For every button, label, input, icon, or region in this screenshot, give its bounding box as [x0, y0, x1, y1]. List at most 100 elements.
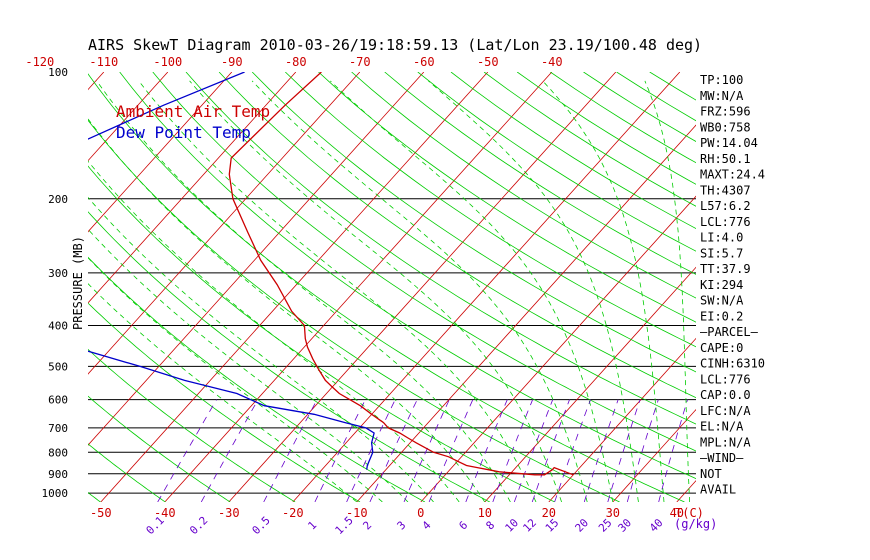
legend: Ambient Air Temp Dew Point Temp: [116, 102, 270, 142]
isotherm-line: [100, 72, 489, 502]
mixing-ratio-line: [369, 399, 418, 502]
dry-adiabat-line: [88, 302, 361, 502]
dry-adiabat-line: [450, 72, 696, 229]
stability-index: CINH:6310: [700, 357, 765, 371]
dry-adiabat-line: [88, 165, 555, 502]
pressure-tick: 200: [48, 193, 68, 206]
stability-index: PW:14.04: [700, 136, 758, 150]
isotherm-line: [88, 72, 169, 162]
moist-adiabat-line: [88, 228, 409, 502]
stability-index: EI:0.2: [700, 309, 743, 323]
stability-index: MW:N/A: [700, 89, 744, 103]
mixing-ratio-tick: 12: [520, 516, 539, 535]
dry-adiabat-line: [119, 72, 696, 480]
top-temperature-tick: -120: [25, 55, 54, 69]
top-temperature-tick: -110: [89, 55, 118, 69]
dry-adiabat-line: [318, 72, 696, 323]
isotherm-line: [0, 72, 40, 502]
top-temperature-tick: -80: [285, 55, 307, 69]
dry-adiabat-line: [649, 72, 696, 101]
mixing-ratio-line: [200, 399, 259, 502]
y-axis-label: PRESSURE (MB): [71, 236, 85, 330]
legend-ambient-air-temp: Ambient Air Temp: [116, 102, 270, 121]
mixing-ratio-tick: 1: [305, 519, 319, 533]
stability-index: WB0:758: [700, 120, 751, 134]
isotherm-line: [420, 195, 696, 502]
isotherm-line: [484, 266, 696, 502]
mixing-ratio-tick: 0.2: [187, 514, 210, 537]
mixing-ratio-line: [658, 399, 688, 502]
stability-index: LCL:776: [700, 215, 751, 229]
bottom-temperature-tick: -20: [282, 506, 304, 520]
dry-adiabat-line: [218, 72, 696, 399]
top-temperature-tick: -60: [413, 55, 435, 69]
mixing-ratio-line: [465, 399, 508, 502]
stability-index: MPL:N/A: [700, 435, 751, 449]
dry-adiabat-line: [152, 72, 696, 452]
mixing-ratio-line: [626, 399, 659, 502]
stability-index: LCL:776: [700, 372, 751, 386]
pressure-axis: 100 200 300 400 500 600 700 800 900 1000: [42, 66, 69, 500]
stability-index: L57:6.2: [700, 199, 751, 213]
mixing-ratio-tick: 8: [483, 519, 497, 533]
stability-index: KI:294: [700, 278, 743, 292]
stability-index: SW:N/A: [700, 294, 744, 308]
dry-adiabat-line: [88, 395, 231, 502]
bottom-temperature-tick: -10: [346, 506, 368, 520]
isotherm-lines: [0, 72, 696, 502]
temperature-unit-label: T(C): [675, 506, 704, 520]
mixing-ratio-line: [554, 399, 591, 502]
moist-adiabat-line: [428, 80, 639, 502]
isotherm-line: [292, 72, 681, 502]
chart-title: AIRS SkewT Diagram 2010-03-26/19:18:59.1…: [88, 36, 702, 54]
mixing-ratio-tick: 2: [360, 519, 374, 533]
pressure-tick: 900: [48, 468, 68, 481]
mixing-ratio-line: [428, 399, 474, 502]
stability-index: SI:5.7: [700, 246, 743, 260]
mixing-ratio-line: [403, 399, 450, 502]
mixing-ratio-line: [583, 399, 619, 502]
stability-index: LI:4.0: [700, 231, 743, 245]
stability-index: EL:N/A: [700, 420, 744, 434]
mixing-ratio-line: [607, 399, 641, 502]
mixing-ratio-tick: 0.5: [250, 514, 273, 537]
dew-point-temp-line: [88, 72, 375, 470]
bottom-temperature-tick: 40: [670, 506, 684, 520]
moist-adiabat-line: [189, 80, 562, 502]
isotherm-line: [548, 337, 696, 502]
bottom-temperature-tick: 20: [542, 506, 556, 520]
mixing-ratio-tick: 3: [395, 519, 409, 533]
mixing-ratio-line: [492, 399, 533, 502]
mixing-ratio-tick: 10: [503, 516, 522, 535]
top-temperature-tick: -40: [541, 55, 563, 69]
top-temperature-tick: -90: [221, 55, 243, 69]
pressure-tick: 600: [48, 394, 68, 407]
dry-adiabat-line: [483, 72, 696, 207]
moist-adiabat-line: [251, 80, 588, 502]
isotherm-line: [88, 72, 297, 304]
moist-adiabat-line: [88, 283, 358, 502]
top-temperature-tick: -50: [477, 55, 499, 69]
mixing-ratio-line: [263, 399, 318, 502]
stability-index: LFC:N/A: [700, 404, 751, 418]
moist-adiabat-lines: [88, 80, 690, 502]
dry-adiabat-line: [88, 443, 166, 502]
top-temperature-tick: -70: [349, 55, 371, 69]
dry-adiabat-line: [516, 72, 696, 185]
isotherm-line: [88, 72, 105, 91]
mixing-ratio-tick: 4: [420, 518, 434, 532]
dry-adiabat-line: [88, 73, 685, 502]
dry-adiabat-line: [88, 211, 490, 502]
legend-dew-point-temp: Dew Point Temp: [116, 123, 251, 142]
moist-adiabat-line: [88, 160, 460, 502]
dry-adiabat-line: [0, 72, 36, 502]
mixing-ratio-tick: 6: [456, 519, 470, 533]
stability-index: TT:37.9: [700, 262, 751, 276]
isotherm-line: [88, 72, 425, 446]
stability-index: NOT: [700, 467, 722, 481]
top-temperature-axis: -120 -110 -100 -90 -80 -70 -60 -50 -40: [25, 55, 562, 69]
stability-index: AVAIL: [700, 483, 736, 497]
stability-index: RH:50.1: [700, 152, 751, 166]
